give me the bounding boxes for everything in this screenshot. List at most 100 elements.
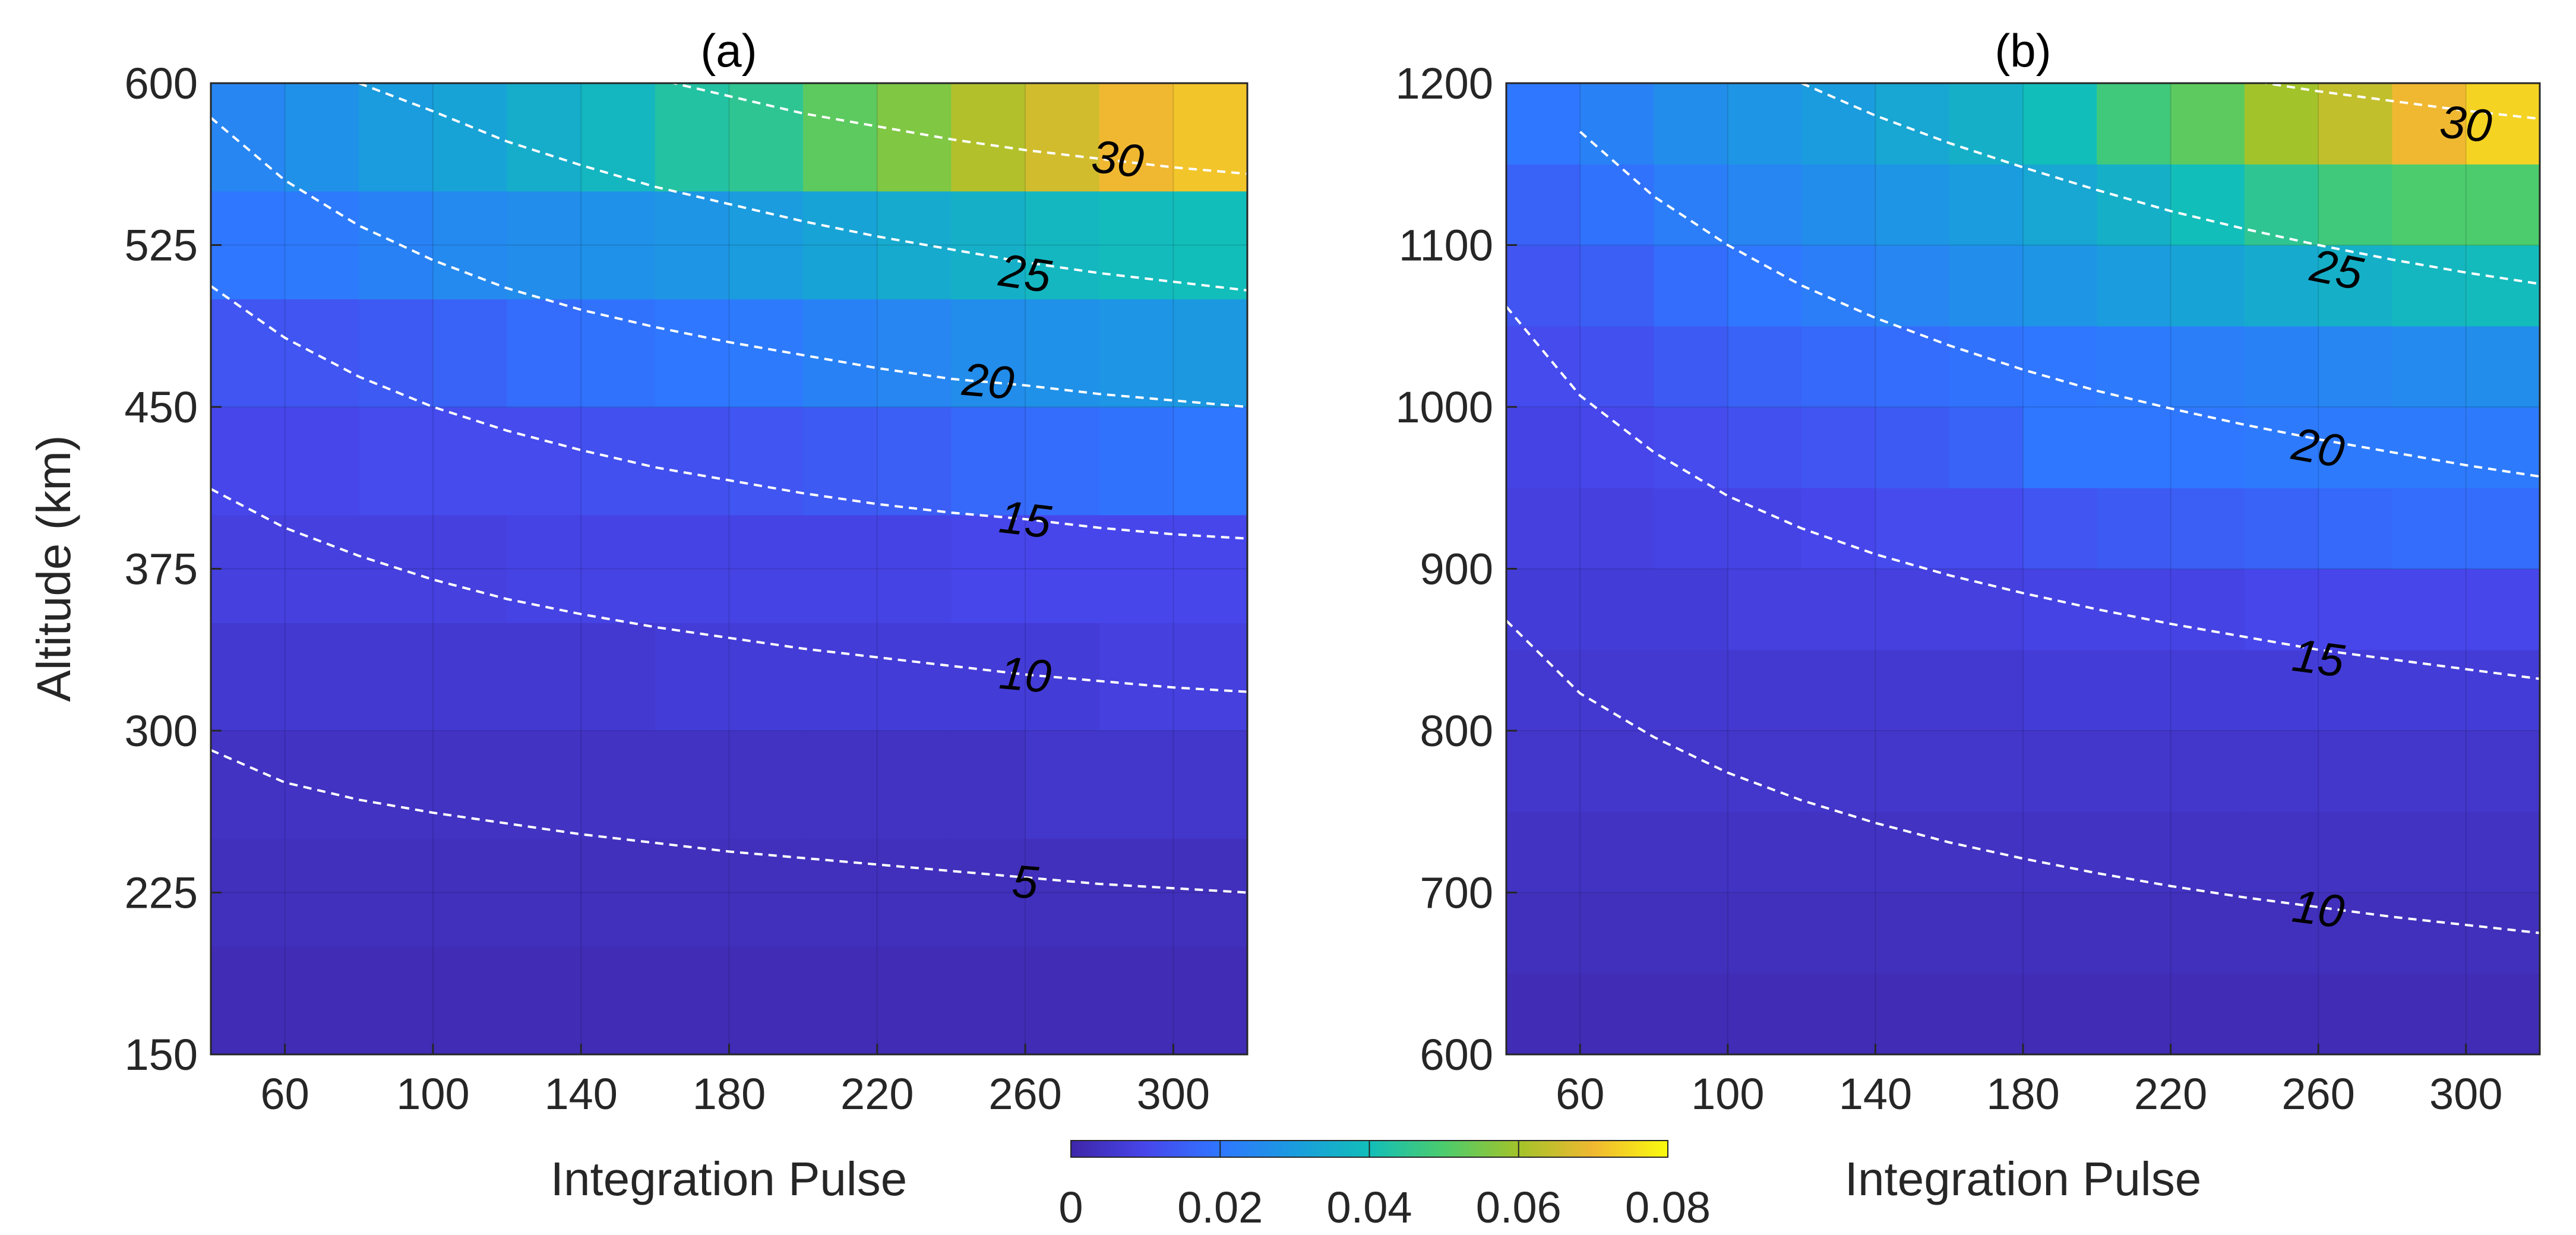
heatmap-cell (803, 514, 878, 623)
heatmap-cell (729, 83, 804, 192)
heatmap-cell (2170, 407, 2245, 488)
heatmap-cell (211, 514, 286, 623)
y-ticks-b: 600 700 800 900 1000 1100 1200 (1395, 59, 1517, 1079)
heatmap-cell (1654, 326, 1728, 408)
heatmap-cell (285, 946, 359, 1055)
heatmap-cell (1727, 568, 1802, 650)
heatmap-cell (1506, 568, 1581, 650)
heatmap-cell (211, 838, 286, 947)
heatmap-cell (2466, 245, 2540, 327)
heatmap-cell (729, 838, 804, 947)
y-ticks-a: 150 225 300 375 450 525 600 (125, 59, 222, 1079)
heatmap-cell (2244, 488, 2319, 570)
heatmap-cell (1949, 973, 2024, 1055)
heatmap-cell (2023, 649, 2097, 731)
heatmap-cell (729, 946, 804, 1055)
heatmap-cell (729, 191, 804, 299)
x-ticks-a: 60 100 140 180 220 260 300 (260, 1044, 1210, 1119)
contour-lines-a: 5 10 15 20 25 30 (211, 83, 1247, 909)
heatmap-cell (2170, 811, 2245, 893)
heatmap-cell (877, 191, 952, 299)
heatmap-cell (803, 623, 878, 731)
heatmap-cell (285, 514, 359, 623)
y-tick-label: 800 (1420, 706, 1493, 756)
heatmap-cell (1801, 731, 1876, 812)
heatmap-cell (2244, 649, 2319, 731)
heatmap-cell (951, 838, 1026, 947)
heatmap-cell (1801, 973, 1876, 1055)
heatmap-cell (359, 731, 434, 839)
heatmap-cell (1580, 731, 1655, 812)
heatmap-cell (359, 623, 434, 731)
heatmap-cell (2392, 649, 2467, 731)
heatmap-cell (359, 299, 434, 408)
heatmap-cell (2023, 245, 2097, 327)
heatmap-cell (2097, 892, 2172, 974)
x-tick-label: 180 (693, 1069, 766, 1119)
heatmap-cell (507, 83, 581, 192)
heatmap-cell (211, 191, 286, 299)
x-tick-label: 260 (988, 1069, 1061, 1119)
heatmap-cell (1025, 623, 1100, 731)
heatmap-cell (1025, 838, 1100, 947)
heatmap-cell (2466, 407, 2540, 488)
heatmap-cell (2318, 568, 2393, 650)
y-tick-label: 150 (125, 1030, 198, 1079)
heatmap-cell (1099, 623, 1174, 731)
heatmap-cell (1801, 568, 1876, 650)
heatmap-cell (1173, 731, 1248, 839)
heatmap-cell (2244, 326, 2319, 408)
heatmap-cell (507, 191, 581, 299)
heatmap-cell (2097, 488, 2172, 570)
heatmap-cell (581, 299, 656, 408)
heatmap-cell (1949, 83, 2024, 165)
heatmap-cell (951, 731, 1026, 839)
heatmap-cell (1801, 164, 1876, 246)
contour-label: 20 (960, 353, 1016, 409)
heatmap-cell (2318, 973, 2393, 1055)
heatmap-cell (1580, 811, 1655, 893)
heatmap-cell (877, 407, 952, 516)
heatmap-cell (432, 731, 508, 839)
heatmap-cell (2097, 649, 2172, 731)
heatmap-cell (2097, 164, 2172, 246)
colorbar-tick-label: 0.06 (1476, 1183, 1562, 1232)
heatmap-cell (1173, 946, 1248, 1055)
heatmap-cell (1949, 245, 2024, 327)
panel-title-b: (b) (1995, 24, 2051, 77)
y-tick-label: 450 (125, 383, 198, 432)
contour-label: 5 (1010, 855, 1041, 909)
heatmap-cell (2466, 811, 2540, 893)
heatmap-cell (1875, 83, 1950, 165)
heatmap-cell (2023, 568, 2097, 650)
heatmap-cell (1801, 245, 1876, 327)
heatmap-cell (2023, 326, 2097, 408)
heatmap-cell (1875, 649, 1950, 731)
heatmap-cell (581, 838, 656, 947)
heatmap-cell (2392, 811, 2467, 893)
heatmap-cell (507, 946, 581, 1055)
heatmap-cell (1506, 649, 1581, 731)
heatmap-cell (2318, 488, 2393, 570)
panel-a: 5 10 15 20 25 30 60 100 140 180 220 260 300 150 225 3… (27, 24, 1249, 1205)
heatmap-cell (2244, 568, 2319, 650)
heatmap-cell (803, 946, 878, 1055)
heatmap-cell (1025, 731, 1100, 839)
colorbar: 0 0.02 0.04 0.06 0.08 (1058, 1140, 1711, 1232)
heatmap-cell (803, 407, 878, 516)
heatmap-cell (581, 407, 656, 516)
y-tick-label: 525 (125, 221, 198, 270)
heatmap-cell (951, 514, 1026, 623)
heatmap-cell (1506, 892, 1581, 974)
y-tick-label: 700 (1420, 868, 1493, 918)
heatmap-cell (803, 838, 878, 947)
heatmap-cell (1580, 326, 1655, 408)
contour-line-15 (211, 285, 1247, 540)
heatmap-cell (1875, 811, 1950, 893)
heatmap-cell (1580, 488, 1655, 570)
heatmap-cell (2318, 164, 2393, 246)
heatmap-cell (432, 623, 508, 731)
heatmap-cell (1506, 164, 1581, 246)
x-tick-label: 140 (1839, 1069, 1912, 1119)
heatmap-cell (507, 731, 581, 839)
